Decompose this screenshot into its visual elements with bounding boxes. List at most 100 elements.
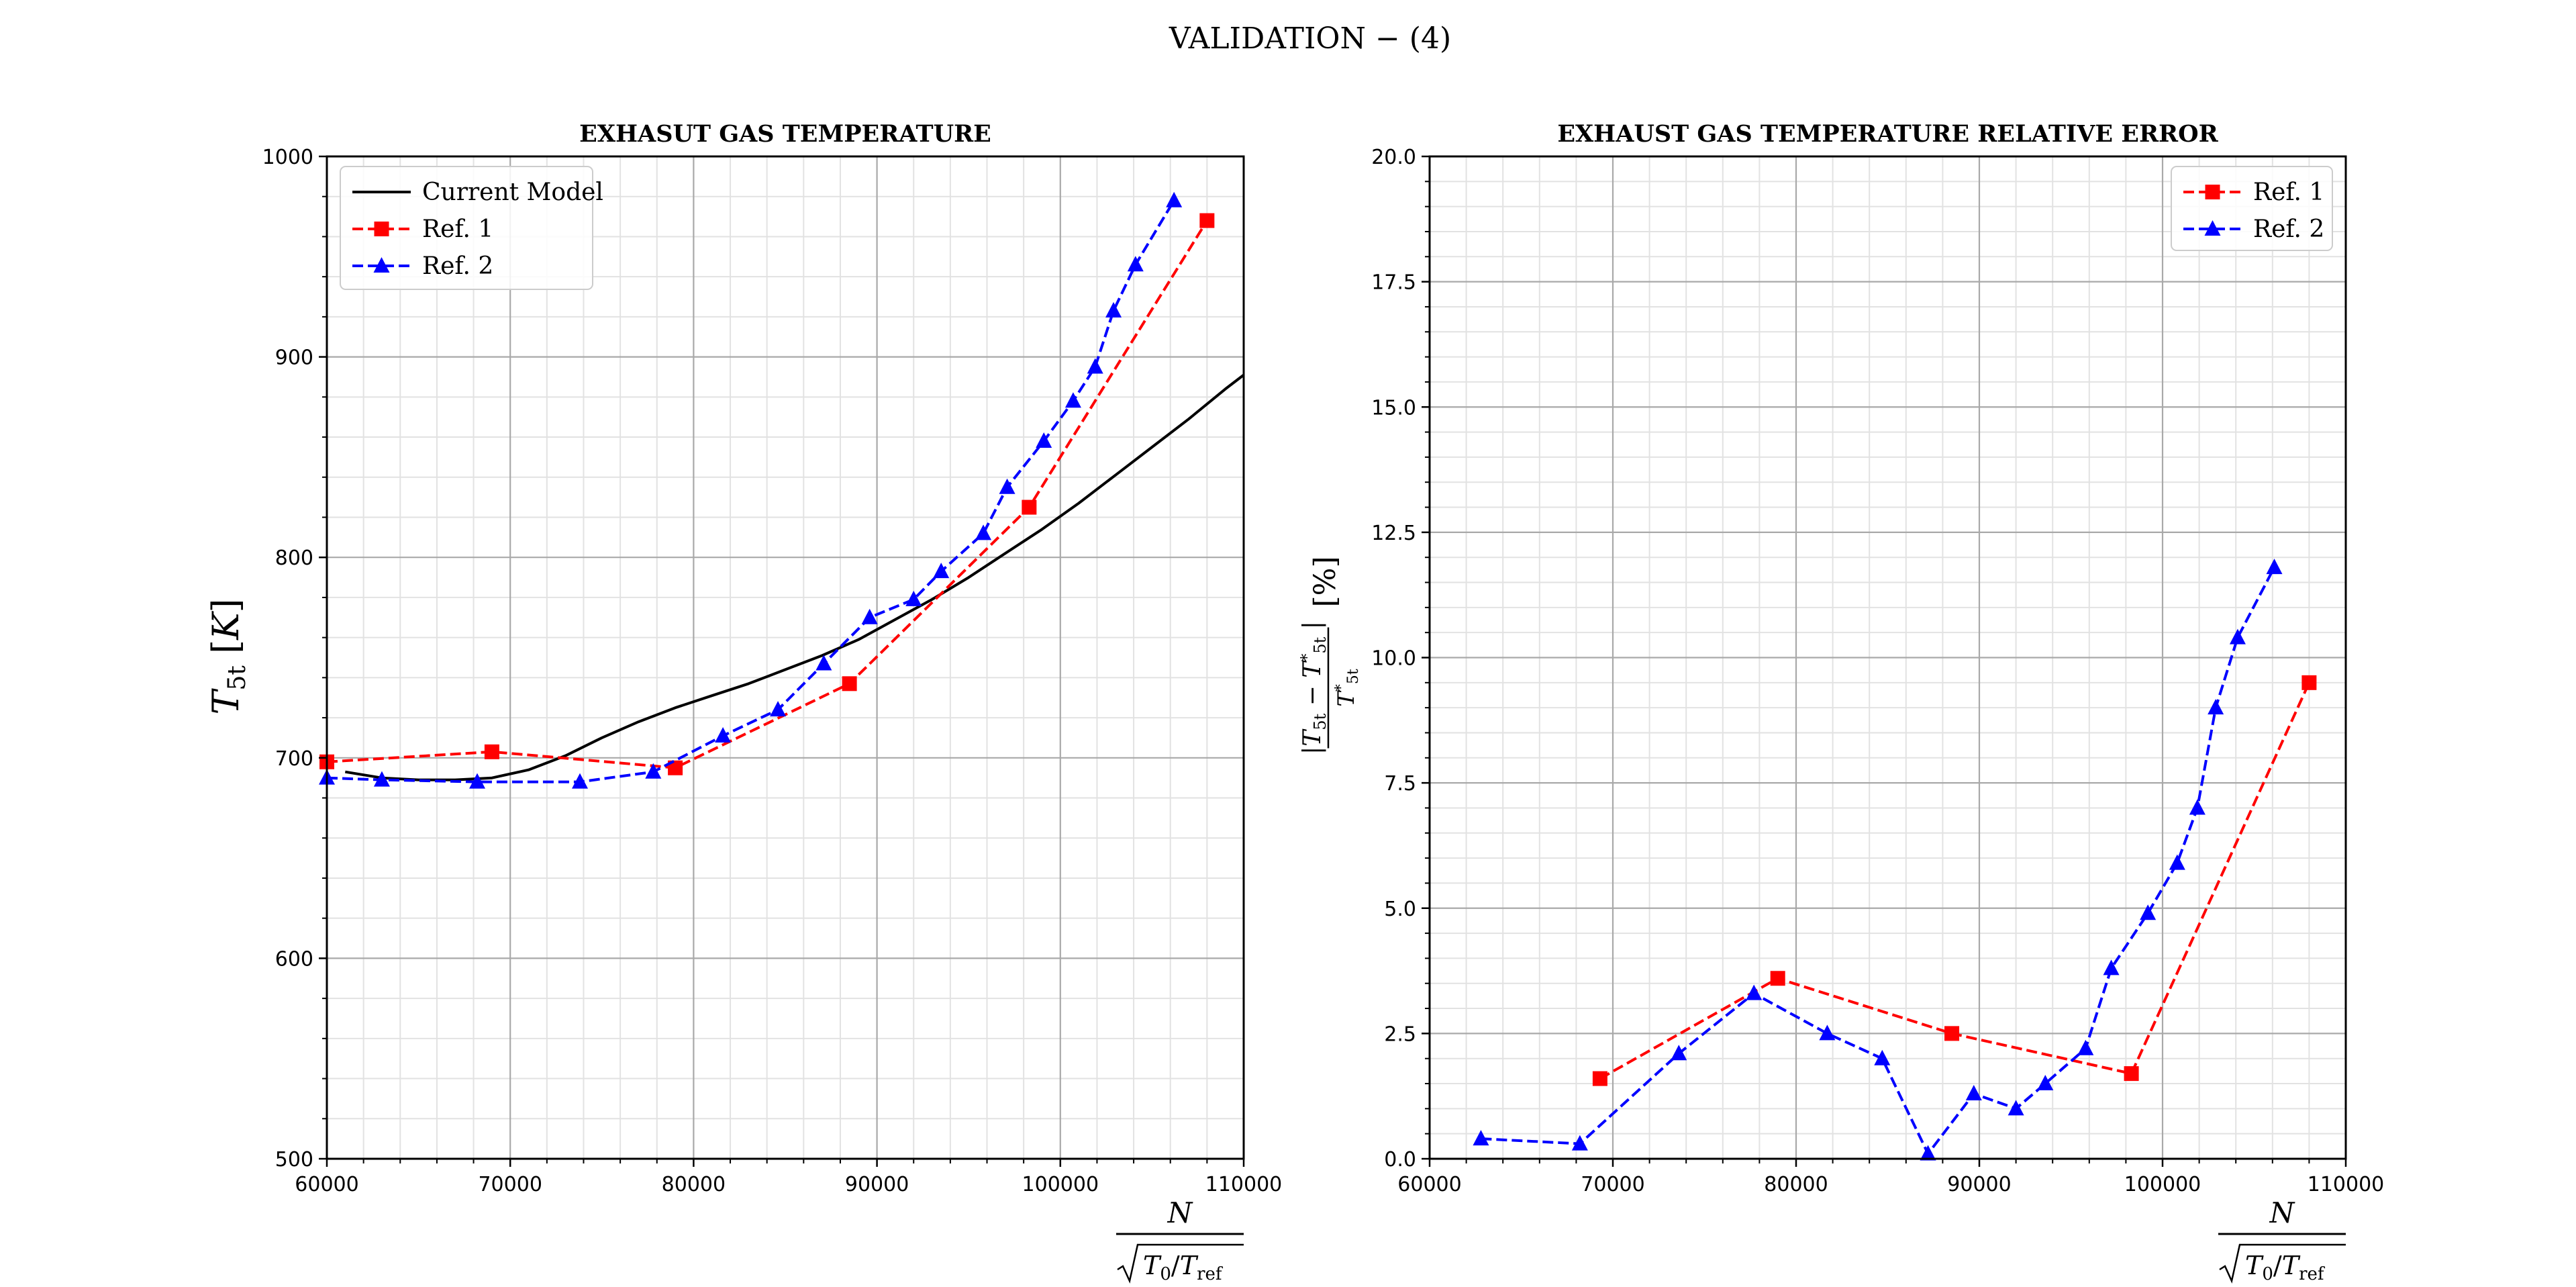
- legend-label: Current Model: [422, 179, 603, 206]
- relative-error-panel: 60000 70000 80000 90000 100000 110000 0.0 2.5 5.…: [1297, 120, 2384, 1284]
- x-label-denominator: T0/Tref: [1143, 1251, 1224, 1284]
- data-point: [572, 773, 589, 789]
- legend-label: Ref. 1: [422, 216, 493, 243]
- data-point: [2301, 675, 2317, 690]
- legend-label: Ref. 1: [2253, 179, 2324, 206]
- series-ref-1: [1592, 675, 2317, 1086]
- y-tick-label: 12.5: [1371, 522, 1416, 545]
- data-point: [2208, 699, 2224, 715]
- y-tick-label: 5.0: [1384, 898, 1416, 921]
- data-point: [2077, 1039, 2094, 1055]
- figure-title: VALIDATION − (4): [1169, 21, 1451, 56]
- data-point: [484, 744, 499, 759]
- series-line-current-model: [344, 373, 1245, 781]
- legend: Ref. 1 Ref. 2: [2171, 166, 2333, 251]
- data-point: [1036, 432, 1052, 448]
- x-label-sqrt-sign: [1117, 1243, 1244, 1284]
- data-point: [933, 563, 950, 579]
- y-tick-label: 0.0: [1384, 1148, 1416, 1172]
- data-point: [469, 773, 486, 789]
- data-point: [1920, 1145, 1936, 1161]
- series-line-ref-1: [326, 220, 1209, 769]
- series-ref-1: [319, 213, 1215, 775]
- x-tick-label: 100000: [2124, 1173, 2201, 1196]
- data-point: [668, 760, 683, 775]
- data-point: [2140, 904, 2157, 920]
- data-point: [1022, 499, 1037, 515]
- x-tick-label: 70000: [1581, 1173, 1644, 1196]
- data-point: [1166, 191, 1183, 207]
- data-point: [999, 478, 1015, 494]
- data-point: [842, 676, 857, 692]
- legend-marker: [2205, 185, 2220, 199]
- data-point: [1944, 1026, 1960, 1041]
- series-line-ref-1: [1599, 681, 2311, 1080]
- data-point: [1874, 1049, 1891, 1065]
- data-point: [715, 726, 732, 743]
- data-point: [1105, 301, 1122, 318]
- x-axis-label: N T0/Tref: [1116, 1196, 1244, 1284]
- data-point: [1592, 1071, 1607, 1086]
- data-point: [1819, 1024, 1836, 1041]
- data-point: [975, 524, 992, 540]
- x-tick-label: 60000: [295, 1173, 358, 1196]
- y-tick-label: 2.5: [1384, 1022, 1416, 1046]
- data-point: [1064, 392, 1081, 408]
- y-axis-label: |T5t − T*5t |T*5t [%]: [1297, 556, 1362, 754]
- series-ref-2: [1473, 559, 2283, 1161]
- x-tick-label: 80000: [1764, 1173, 1828, 1196]
- minor-grid: [327, 156, 1244, 1159]
- data-point: [373, 771, 390, 787]
- major-grid: [326, 155, 1245, 1160]
- panel-title: EXHASUT GAS TEMPERATURE: [579, 120, 991, 148]
- legend-label: Ref. 2: [2253, 216, 2324, 243]
- temperature-panel: 60000 70000 80000 90000 100000 110000 500 600 70…: [205, 120, 1282, 1284]
- data-point: [905, 590, 922, 606]
- legend-marker: [2204, 220, 2221, 236]
- legend-box: [340, 166, 593, 290]
- legend-marker: [374, 222, 389, 236]
- x-tick-label: 90000: [845, 1173, 909, 1196]
- data-point: [1199, 213, 1215, 228]
- y-tick-label: 500: [275, 1148, 313, 1172]
- y-label-unit: [%]: [1308, 556, 1342, 607]
- data-point: [770, 701, 787, 717]
- data-point: [1770, 971, 1785, 986]
- y-axis-label: T5t [K]: [205, 598, 251, 714]
- data-point: [2037, 1075, 2054, 1091]
- x-tick-label: 60000: [1397, 1173, 1461, 1196]
- data-point: [2229, 628, 2246, 645]
- data-point: [2189, 799, 2206, 815]
- data-point: [645, 763, 662, 779]
- data-point: [1473, 1130, 1489, 1146]
- x-label-sqrt-sign: [2219, 1243, 2346, 1284]
- series-ref-2: [319, 191, 1183, 789]
- y-tick-label: 17.5: [1371, 271, 1416, 295]
- legend-marker: [373, 257, 390, 273]
- x-label-numerator: N: [1167, 1196, 1193, 1229]
- y-tick-label: 600: [275, 947, 313, 971]
- y-tick-label: 900: [275, 346, 313, 370]
- y-tick-label: 10.0: [1371, 647, 1416, 671]
- legend: Current Model Ref. 1 Ref. 2: [340, 166, 603, 290]
- x-axis-label: N T0/Tref: [2218, 1196, 2346, 1284]
- x-tick-label: 100000: [1022, 1173, 1099, 1196]
- data-point: [815, 655, 832, 671]
- x-tick-label: 90000: [1947, 1173, 2011, 1196]
- x-tick-label: 110000: [2308, 1173, 2385, 1196]
- y-tick-label: 800: [275, 546, 313, 570]
- x-label-numerator: N: [2269, 1196, 2295, 1229]
- y-label-denominator: T*5t: [1333, 669, 1362, 707]
- data-point: [2103, 959, 2120, 975]
- y-label-numerator: |T5t − T*5t |: [1297, 621, 1330, 755]
- data-point: [2124, 1066, 2139, 1082]
- data-point: [1746, 984, 1763, 1000]
- data-point: [1571, 1135, 1588, 1151]
- data-point: [2169, 854, 2185, 870]
- data-point: [861, 608, 878, 624]
- x-tick-label: 70000: [478, 1173, 542, 1196]
- axis-ticks: 60000 70000 80000 90000 100000 110000 500 600 70…: [262, 146, 1283, 1196]
- series-current-model: [344, 373, 1245, 781]
- panel-title: EXHAUST GAS TEMPERATURE RELATIVE ERROR: [1557, 120, 2218, 148]
